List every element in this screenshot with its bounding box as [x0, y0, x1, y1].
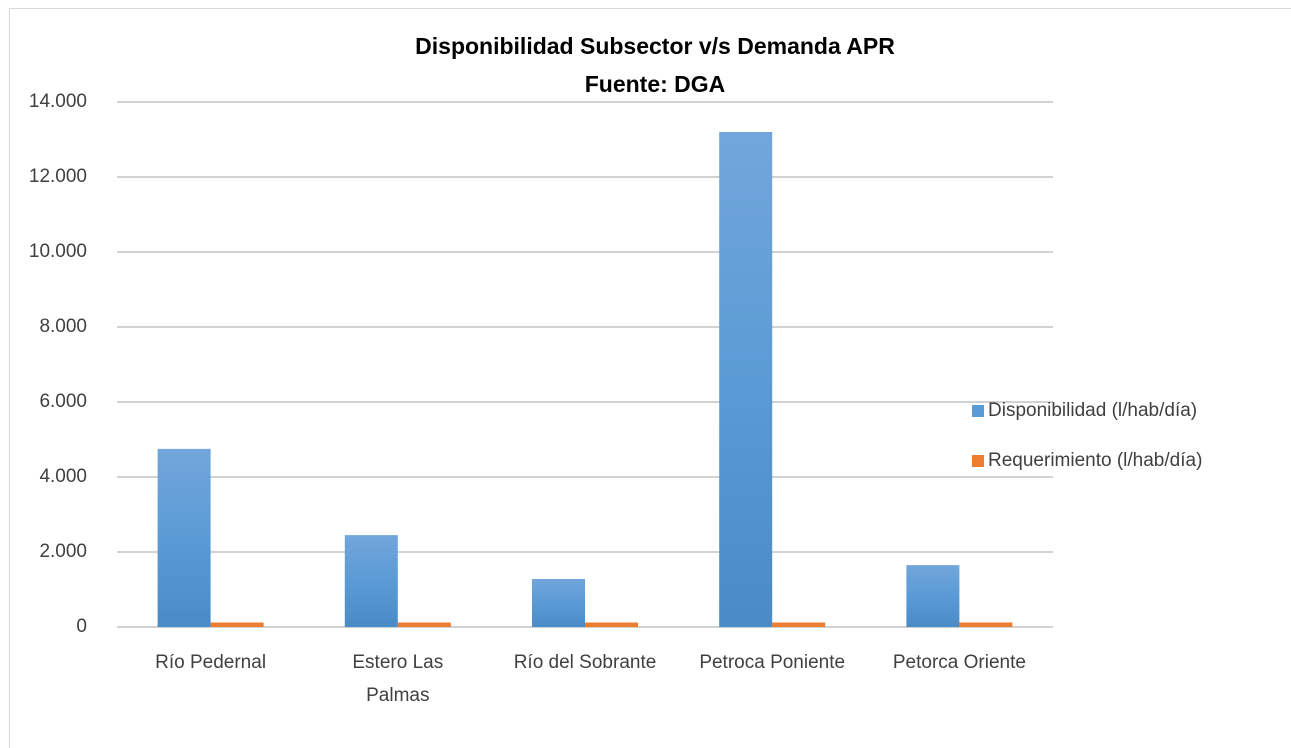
x-tick-label: Petorca Oriente [893, 652, 1026, 673]
bar [585, 622, 638, 627]
y-tick-label: 14.000 [29, 91, 87, 112]
bar [772, 622, 826, 627]
chart-border [9, 8, 1291, 748]
legend-label: Disponibilidad (l/hab/día) [988, 400, 1197, 421]
y-tick-label: 10.000 [29, 241, 87, 262]
y-tick-label: 8.000 [39, 316, 87, 337]
bar [397, 622, 451, 627]
y-tick-label: 2.000 [39, 541, 87, 562]
y-tick-label: 0 [76, 616, 87, 637]
legend-label: Requerimiento (l/hab/día) [988, 450, 1202, 471]
bar [532, 579, 585, 627]
bar [210, 622, 264, 627]
bar [719, 132, 773, 627]
legend-swatch [972, 405, 984, 417]
legend-swatch [972, 455, 984, 467]
chart-subtitle: Fuente: DGA [585, 71, 726, 97]
y-tick-label: 6.000 [39, 391, 87, 412]
x-tick-label: Estero Las Palmas [352, 652, 443, 706]
x-tick-label: Río Pedernal [155, 652, 266, 673]
y-tick-label: 12.000 [29, 166, 87, 187]
bar [157, 448, 211, 627]
x-tick-label: Petroca Poniente [699, 652, 845, 673]
bar [344, 535, 398, 627]
x-tick-label: Río del Sobrante [514, 652, 657, 673]
chart-title: Disponibilidad Subsector v/s Demanda APR [415, 33, 895, 59]
y-tick-label: 4.000 [39, 466, 87, 487]
bar [959, 622, 1013, 627]
bar [906, 565, 960, 627]
